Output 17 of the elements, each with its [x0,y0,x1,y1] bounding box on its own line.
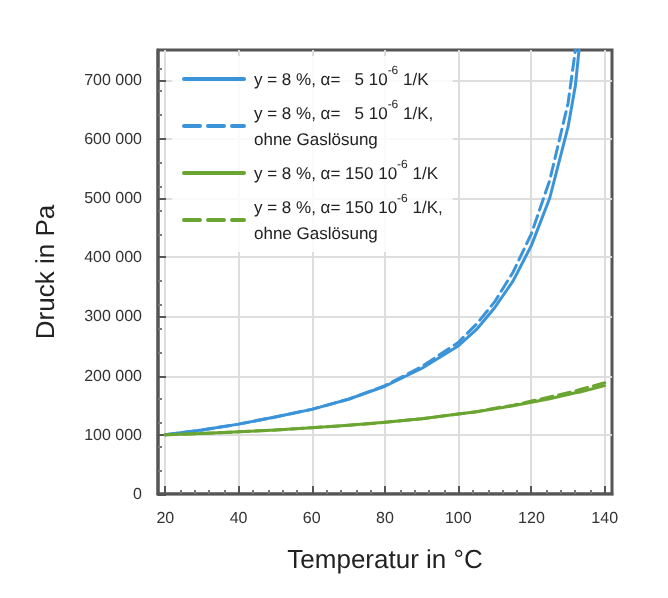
y-tick-label: 600 000 [84,129,144,148]
y-axis-title: Druck in Pa [30,203,60,340]
y-tick-label: 300 000 [84,307,144,326]
y-tick-label: 200 000 [84,366,144,385]
x-tick-label: 140 [591,509,620,527]
x-tick-label: 80 [376,509,395,527]
x-tick-label: 20 [156,509,176,527]
y-tick-label: 500 000 [84,189,144,207]
x-tick-label: 40 [229,509,249,527]
y-tick-label: 0 [133,485,144,503]
x-tick-label: 60 [302,509,322,527]
y-tick-label: 700 000 [84,70,144,89]
x-axis-title: Temperatur in °C [287,544,483,574]
x-tick-label: 100 [444,509,473,527]
y-tick-label: 400 000 [84,248,144,267]
x-tick-label: 120 [518,509,546,527]
y-tick-label: 100 000 [84,425,144,444]
